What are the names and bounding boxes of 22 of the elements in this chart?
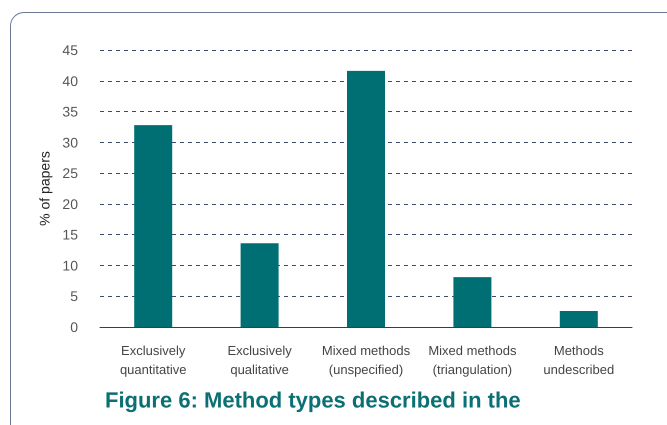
x-tick-label: Exclusively qualitative bbox=[227, 343, 292, 377]
y-axis-title: % of papers bbox=[36, 151, 53, 226]
x-tick-label: Exclusively quantitative bbox=[120, 343, 186, 377]
y-tick-label: 0 bbox=[70, 319, 78, 335]
text: Figure 6: Method types described in the bbox=[105, 388, 521, 412]
x-tick-label: Mixed methods (unspecified) bbox=[322, 343, 411, 377]
y-tick-label: 40 bbox=[62, 72, 78, 89]
bar bbox=[134, 125, 172, 327]
y-tick-label: 30 bbox=[62, 134, 78, 150]
y-tick-label: 35 bbox=[62, 104, 78, 120]
y-tick-label: 20 bbox=[62, 196, 78, 212]
y-tick-label: 5 bbox=[70, 288, 78, 304]
y-tick-label: 10 bbox=[62, 257, 78, 274]
bar bbox=[240, 243, 279, 327]
bar bbox=[453, 277, 492, 327]
x-tick-label: Mixed methods (triangulation) bbox=[428, 343, 517, 377]
y-tick-label: 15 bbox=[62, 226, 78, 243]
bar bbox=[560, 310, 598, 327]
bar bbox=[347, 70, 385, 327]
y-tick-label: 45 bbox=[62, 42, 78, 58]
x-tick-label: Methods undescribed bbox=[543, 343, 614, 377]
y-tick-label: 25 bbox=[62, 165, 78, 182]
